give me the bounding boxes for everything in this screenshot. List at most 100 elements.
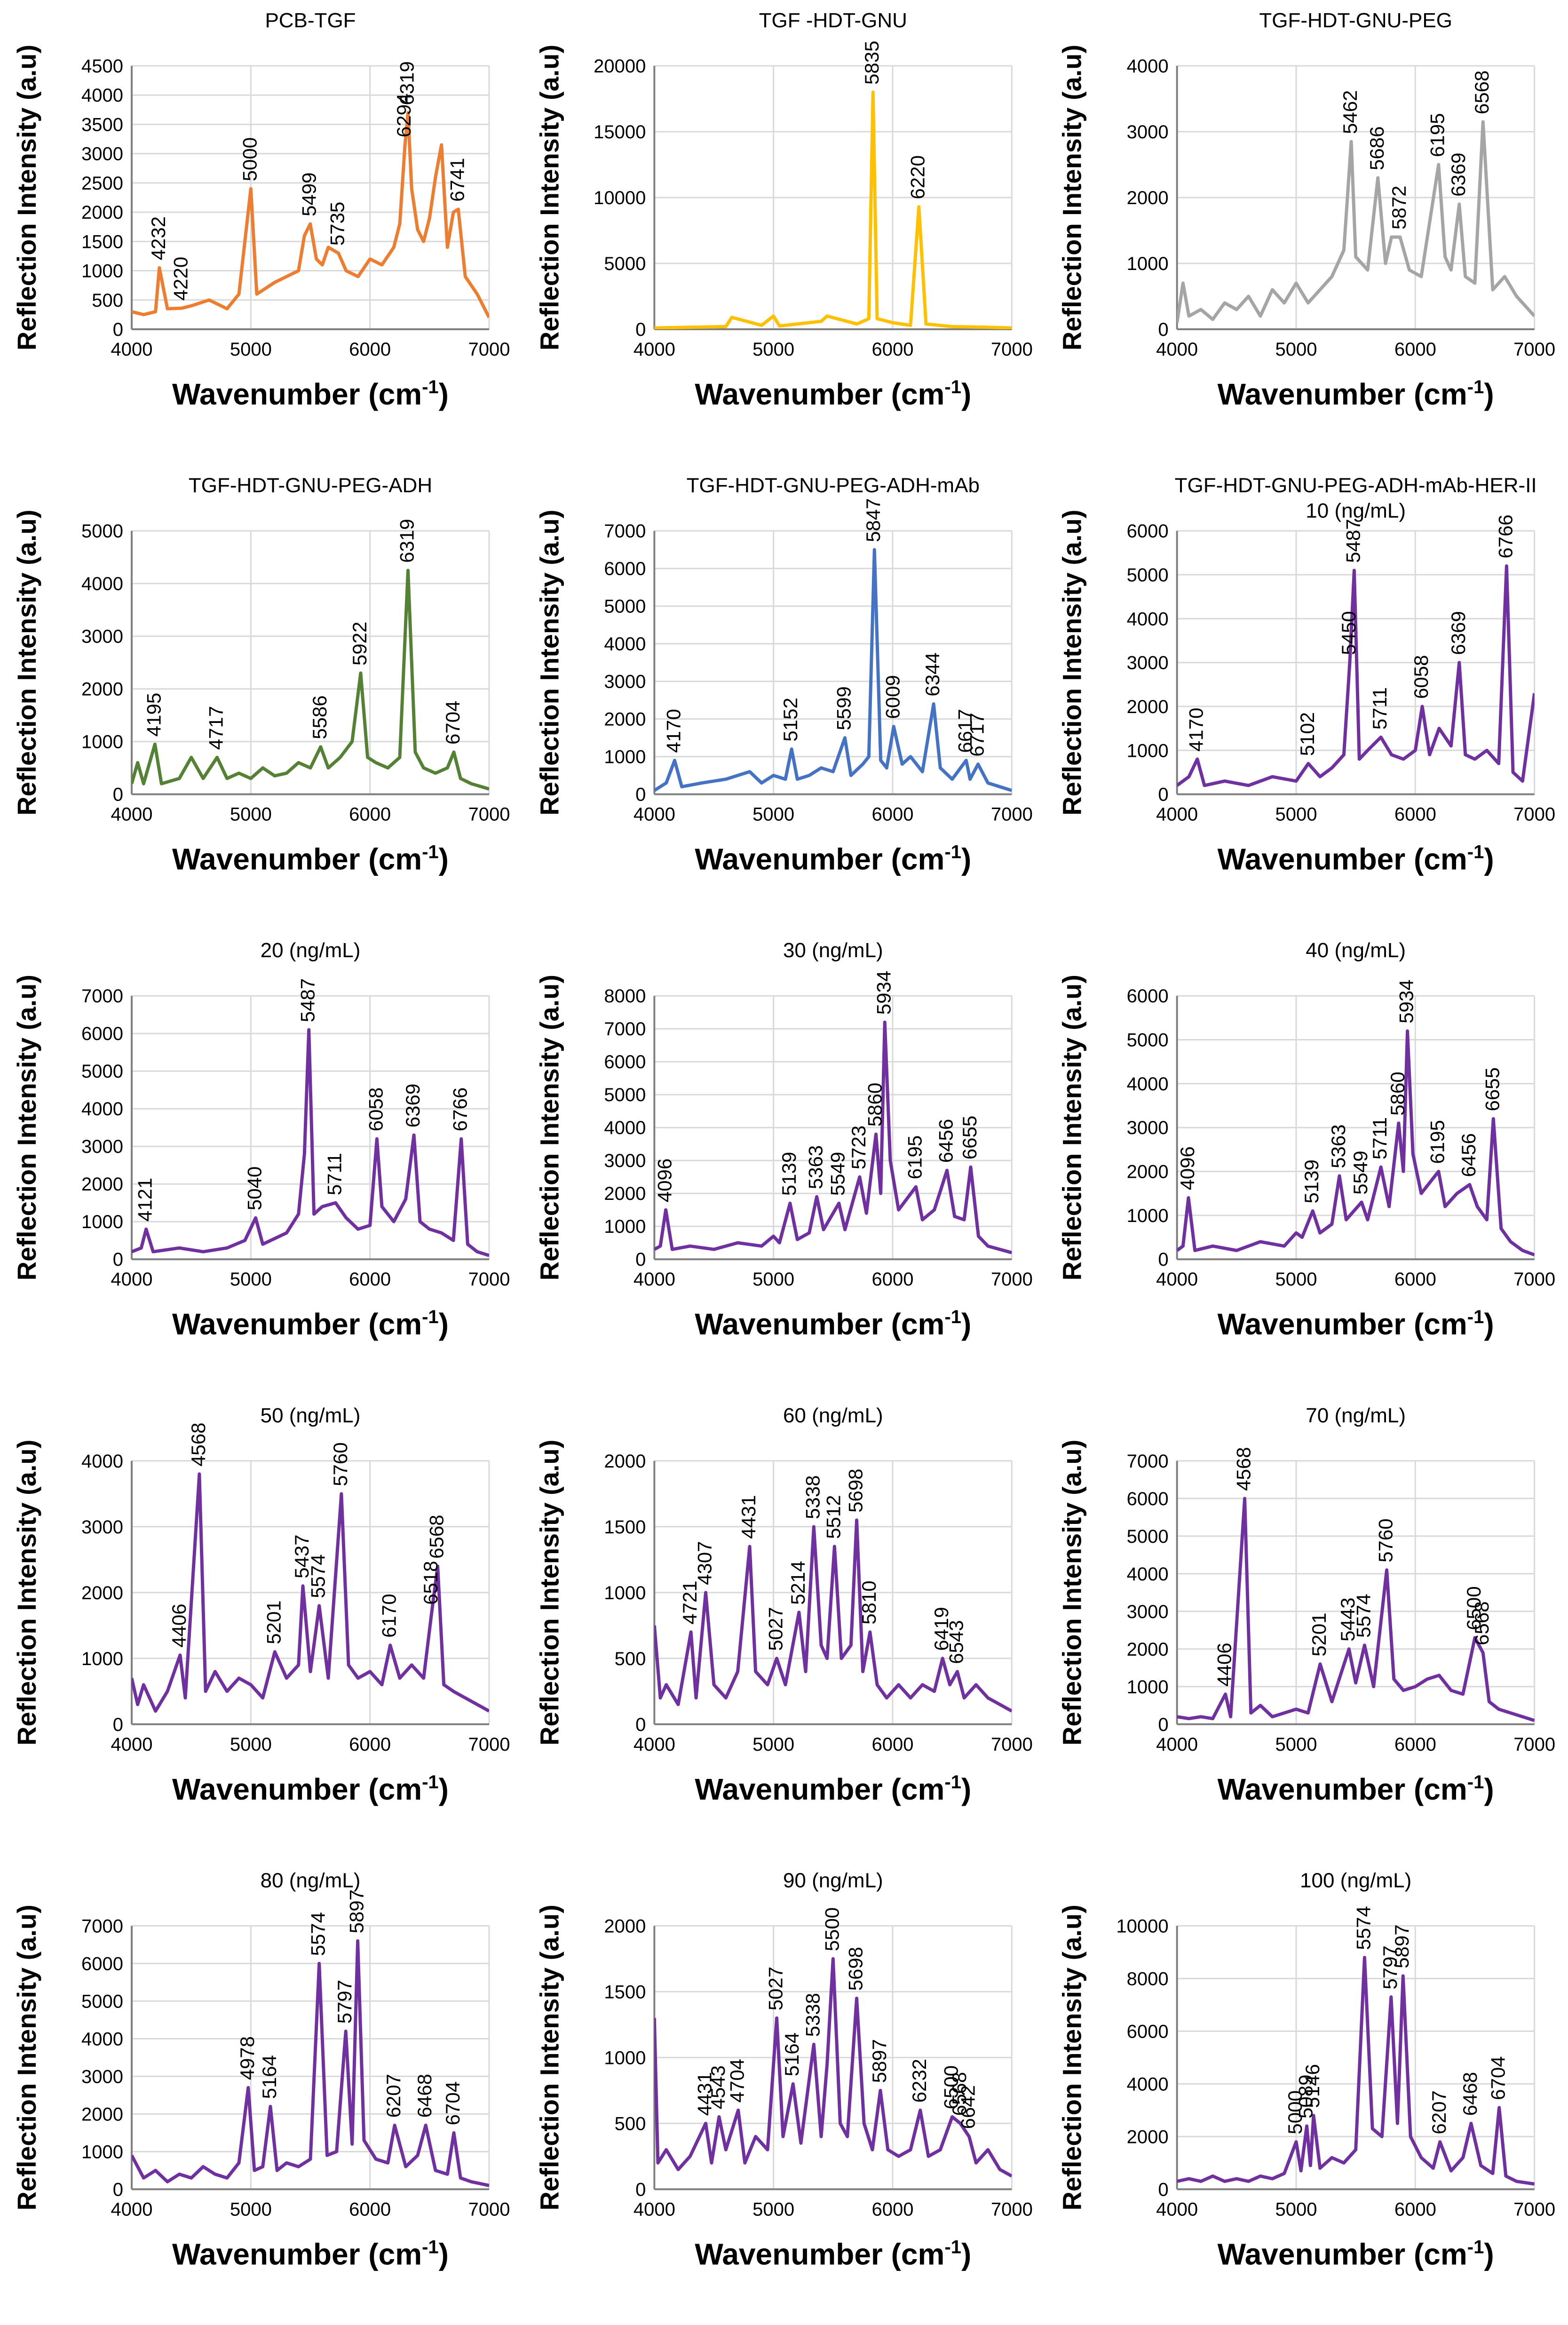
peak-label: 6207 [1428, 2090, 1450, 2134]
peak-label: 5214 [787, 1561, 809, 1604]
peak-label: 5760 [1375, 1518, 1397, 1562]
x-axis-label: Wavenumber (cm-1) [172, 842, 449, 876]
peak-label: 6655 [1481, 1067, 1503, 1111]
peak-label: 5487 [1342, 519, 1364, 563]
peak-label: 5599 [832, 686, 855, 730]
y-tick-label: 5000 [604, 596, 646, 617]
peak-label: 6195 [1426, 113, 1449, 157]
y-tick-label: 1000 [604, 747, 646, 768]
x-axis-label-sup: -1 [944, 1772, 961, 1793]
x-tick-label: 6000 [872, 2199, 914, 2220]
y-axis-label: Reflection Intensity (a.u) [534, 1904, 564, 2210]
chart-title: 30 (ng/mL) [783, 939, 883, 962]
peak-label: 6319 [396, 519, 418, 563]
x-tick-label: 6000 [872, 804, 914, 825]
x-tick-label: 5000 [1275, 1269, 1317, 1290]
x-tick-label: 5000 [230, 1734, 272, 1755]
x-tick-label: 7000 [468, 1269, 510, 1290]
peak-label: 5487 [297, 978, 319, 1022]
x-tick-label: 7000 [991, 804, 1033, 825]
y-tick-label: 1000 [81, 2142, 123, 2162]
spectrum-line [132, 1939, 489, 2187]
peak-label: 5760 [329, 1442, 351, 1486]
x-axis-label-sup: -1 [944, 842, 961, 863]
x-axis-label-end: ) [961, 1307, 971, 1341]
chart-title: 60 (ng/mL) [783, 1404, 883, 1427]
y-tick-label: 2000 [81, 1583, 123, 1603]
x-tick-label: 4000 [634, 2199, 675, 2220]
peak-label: 5897 [1391, 1924, 1413, 1968]
peak-label: 6369 [402, 1084, 424, 1127]
peak-label: 6009 [881, 675, 903, 719]
chart-title: TGF-HDT-GNU-PEG-ADH-mAb-HER-II [1175, 474, 1537, 497]
x-axis-label-main: Wavenumber (cm [172, 842, 422, 876]
y-tick-label: 0 [1158, 785, 1168, 805]
x-tick-label: 5000 [1275, 1734, 1317, 1755]
y-tick-label: 20000 [594, 56, 646, 77]
peak-label: 5711 [1369, 687, 1391, 730]
peak-label: 5146 [1301, 2064, 1323, 2108]
y-tick-label: 1500 [604, 1517, 646, 1538]
x-tick-label: 6000 [349, 1269, 391, 1290]
peak-label: 5735 [326, 202, 348, 246]
y-axis-label: Reflection Intensity (a.u) [1057, 45, 1087, 350]
y-tick-label: 0 [635, 2179, 646, 2200]
y-tick-label: 7000 [604, 521, 646, 542]
chart-panel: 0 500 1000 1500 2000 2500 3000 3500 4000 4500 4000… [12, 9, 510, 411]
y-tick-label: 7000 [1127, 1451, 1169, 1472]
chart-panel: 0 1000 2000 3000 4000 5000 4000 5000 6000 7000 419… [12, 474, 510, 876]
peak-label: 5089 [1295, 2075, 1317, 2119]
y-tick-label: 5000 [1127, 1526, 1169, 1547]
spectrum-line [132, 1472, 489, 1713]
y-tick-label: 0 [1158, 1714, 1168, 1735]
peak-label: 6369 [1447, 611, 1469, 655]
x-tick-label: 7000 [991, 339, 1033, 360]
x-tick-label: 7000 [991, 1269, 1033, 1290]
peak-label: 5338 [801, 1993, 824, 2037]
y-tick-label: 6000 [81, 1024, 123, 1044]
y-tick-label: 1500 [81, 231, 123, 252]
peak-label: 4232 [147, 216, 169, 260]
peak-label: 5698 [844, 1468, 866, 1512]
chart-title: 80 (ng/mL) [261, 1869, 361, 1892]
peak-label: 6207 [382, 2074, 404, 2118]
peak-label: 6294 [393, 94, 415, 137]
peak-label: 4096 [1176, 1146, 1198, 1190]
peak-label: 5338 [801, 1475, 824, 1519]
peak-label: 5835 [861, 41, 883, 85]
peak-label: 5934 [1395, 979, 1418, 1023]
x-axis-label: Wavenumber (cm-1) [172, 2237, 449, 2271]
y-tick-label: 6000 [1127, 986, 1169, 1007]
peak-label: 5872 [1388, 186, 1410, 230]
x-axis-label: Wavenumber (cm-1) [1218, 1307, 1494, 1341]
x-axis-label-end: ) [961, 377, 971, 411]
x-tick-label: 7000 [1513, 1734, 1555, 1755]
y-tick-label: 0 [1158, 1249, 1168, 1270]
x-tick-label: 7000 [991, 1734, 1033, 1755]
peak-label: 5152 [779, 698, 801, 741]
y-axis-label: Reflection Intensity (a.u) [1057, 1904, 1087, 2210]
peak-label: 6518 [420, 1561, 442, 1604]
peak-label: 5586 [309, 695, 331, 739]
x-axis-label: Wavenumber (cm-1) [695, 1307, 971, 1341]
x-axis-label-main: Wavenumber (cm [1218, 1772, 1467, 1806]
y-tick-label: 2000 [81, 2104, 123, 2125]
y-tick-label: 8000 [604, 986, 646, 1007]
peak-label: 5027 [765, 1607, 787, 1651]
y-tick-label: 2000 [604, 1183, 646, 1204]
y-axis-label: Reflection Intensity (a.u) [534, 509, 564, 815]
peak-label: 6500 [940, 2065, 962, 2109]
peak-label: 4568 [187, 1422, 209, 1466]
chart-title: TGF-HDT-GNU-PEG [1259, 9, 1452, 32]
y-tick-label: 4000 [81, 2029, 123, 2049]
y-tick-label: 5000 [604, 254, 646, 274]
x-axis-label: Wavenumber (cm-1) [695, 842, 971, 876]
peak-label: 5860 [1386, 1071, 1409, 1115]
peak-label: 5363 [805, 1145, 827, 1189]
y-tick-label: 1000 [604, 1583, 646, 1603]
x-tick-label: 4000 [111, 804, 153, 825]
peak-label: 5797 [333, 1980, 356, 2023]
y-tick-label: 3000 [1127, 1602, 1169, 1622]
x-axis-label-main: Wavenumber (cm [1218, 2237, 1467, 2271]
